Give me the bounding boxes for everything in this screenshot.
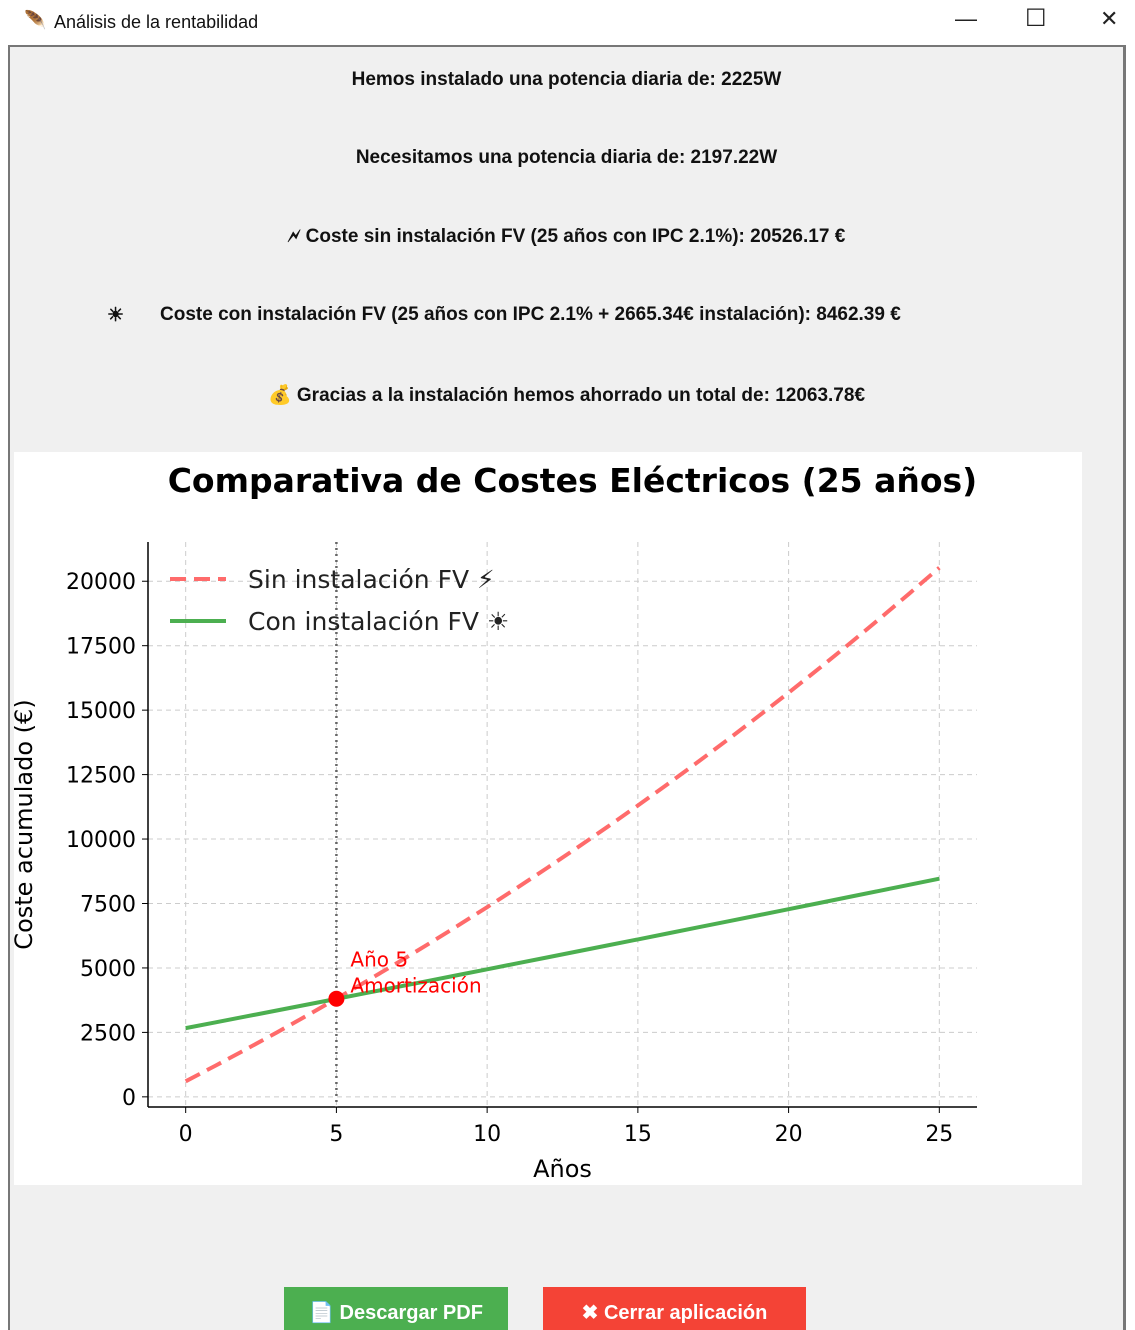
legend-label: Con instalación FV ☀ (248, 607, 509, 636)
y-tick-label: 17500 (66, 635, 136, 660)
maximize-button[interactable]: ☐ (1025, 5, 1047, 32)
y-tick-label: 12500 (66, 764, 136, 789)
x-tick-label: 15 (624, 1122, 652, 1147)
title-bar: 🪶 Análisis de la rentabilidad — ☐ ✕ (0, 0, 1135, 45)
close-button[interactable]: ✕ (1100, 6, 1119, 31)
download-button[interactable]: 📄 Descargar PDF (284, 1287, 508, 1330)
content: Hemos instalado una potencia diaria de: … (8, 45, 1126, 1330)
info-line: Coste con instalación FV (25 años con IP… (160, 304, 901, 325)
window-title: Análisis de la rentabilidad (54, 12, 259, 32)
series-line (185, 876, 940, 1031)
chart-background (14, 452, 1082, 1185)
y-tick-label: 0 (122, 1086, 136, 1111)
y-tick-label: 7500 (80, 892, 136, 917)
annotation: Amortización (350, 974, 481, 998)
y-tick-label: 10000 (66, 828, 136, 853)
breakeven-point (328, 990, 345, 1007)
chart-title: Comparativa de Costes Eléctricos (25 año… (168, 461, 978, 500)
close-app-button[interactable]: ✖ Cerrar aplicación (543, 1287, 806, 1330)
app-icon: 🪶 (24, 10, 47, 30)
info-line: 🗲 Coste sin instalación FV (25 años con … (287, 226, 846, 247)
y-tick-label: 2500 (80, 1021, 136, 1046)
sun-icon: ☀ (107, 305, 125, 326)
x-tick-label: 10 (473, 1122, 501, 1147)
info-line: 💰 Gracias a la instalación hemos ahorrad… (267, 385, 866, 406)
annotation: Año 5 (350, 948, 408, 972)
y-tick-label: 20000 (66, 570, 136, 595)
y-tick-label: 5000 (80, 957, 136, 982)
y-axis-label: Coste acumulado (€) (14, 699, 38, 949)
info-line: Necesitamos una potencia diaria de: 2197… (355, 147, 778, 168)
chart: Comparativa de Costes Eléctricos (25 año… (14, 452, 1082, 1185)
legend-label: Sin instalación FV ⚡ (248, 565, 495, 594)
x-tick-label: 25 (925, 1122, 953, 1147)
series-line (184, 566, 941, 1084)
x-tick-label: 0 (179, 1122, 193, 1147)
x-tick-label: 20 (775, 1122, 803, 1147)
info-line: Hemos instalado una potencia diaria de: … (351, 69, 782, 90)
x-tick-label: 5 (329, 1122, 343, 1147)
y-tick-label: 15000 (66, 699, 136, 724)
minimize-button[interactable]: — (955, 6, 977, 31)
x-axis-label: Años (533, 1155, 592, 1183)
